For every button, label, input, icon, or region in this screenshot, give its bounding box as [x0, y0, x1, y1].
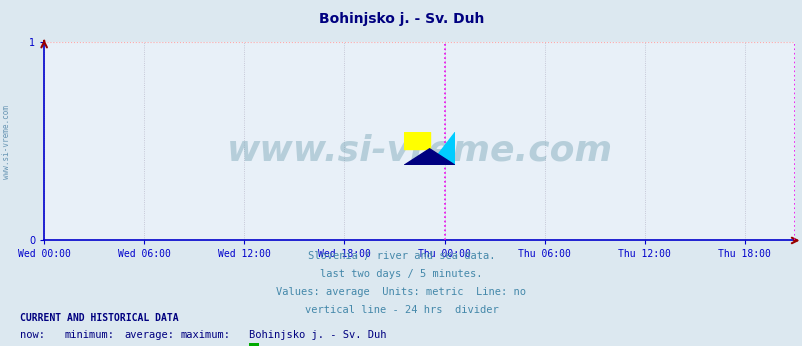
Text: vertical line - 24 hrs  divider: vertical line - 24 hrs divider — [304, 305, 498, 315]
Polygon shape — [403, 149, 455, 165]
Text: maximum:: maximum: — [180, 330, 230, 340]
Text: Slovenia / river and sea data.: Slovenia / river and sea data. — [307, 251, 495, 261]
Text: Bohinjsko j. - Sv. Duh: Bohinjsko j. - Sv. Duh — [318, 12, 484, 26]
Text: now:: now: — [20, 330, 45, 340]
Text: minimum:: minimum: — [64, 330, 114, 340]
Text: Values: average  Units: metric  Line: no: Values: average Units: metric Line: no — [276, 287, 526, 297]
Polygon shape — [403, 132, 429, 149]
Text: average:: average: — [124, 330, 174, 340]
Polygon shape — [429, 132, 455, 165]
Text: www.si-vreme.com: www.si-vreme.com — [2, 105, 11, 179]
Text: last two days / 5 minutes.: last two days / 5 minutes. — [320, 269, 482, 279]
Text: Bohinjsko j. - Sv. Duh: Bohinjsko j. - Sv. Duh — [249, 330, 386, 340]
Text: www.si-vreme.com: www.si-vreme.com — [226, 134, 612, 168]
Text: CURRENT AND HISTORICAL DATA: CURRENT AND HISTORICAL DATA — [20, 313, 179, 323]
